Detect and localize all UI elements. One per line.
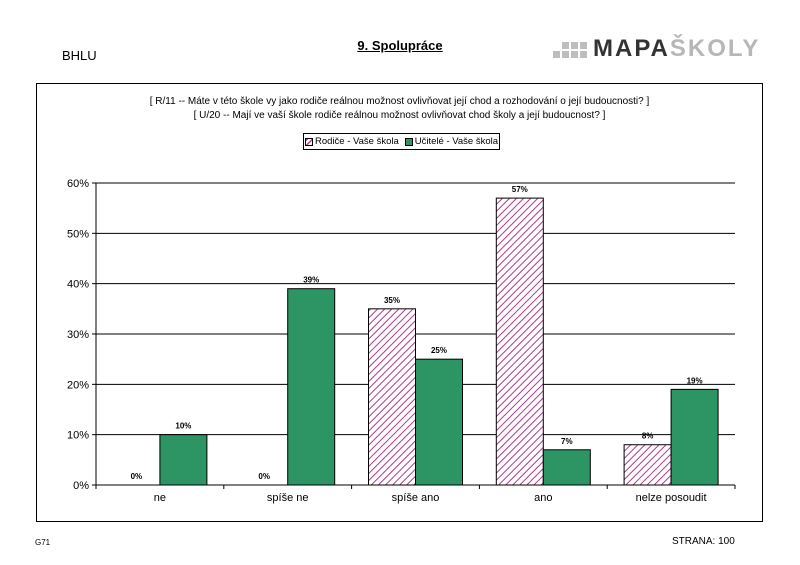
chart-frame	[36, 83, 763, 522]
bar-parents	[623, 444, 672, 486]
data-label: 35%	[384, 296, 400, 305]
section-title: 9. Spolupráce	[357, 38, 443, 53]
logo-mapa: MAPA	[593, 35, 670, 62]
x-tick-label: nelze posoudit	[636, 492, 707, 504]
x-tick-label: spíše ano	[392, 492, 440, 504]
y-tick-label: 0%	[73, 480, 89, 492]
legend-entry-parents: Rodiče - Vaše škola	[304, 136, 399, 147]
data-label: 10%	[175, 422, 191, 431]
bar-parents	[368, 308, 416, 486]
y-tick-label: 50%	[67, 228, 89, 240]
x-tick-label: ano	[534, 492, 552, 504]
legend-label-parents: Rodiče - Vaše škola	[314, 136, 399, 147]
y-tick-label: 60%	[67, 178, 89, 190]
logo-skoly: ŠKOLY	[669, 35, 761, 62]
legend-label-teachers: Učitelé - Vaše škola	[414, 136, 499, 147]
mapa-skoly-logo: MAPAŠKOLY	[553, 35, 758, 65]
legend-swatch-parents	[304, 137, 313, 146]
footer-code: G71	[35, 538, 51, 547]
bar-teachers	[670, 388, 719, 486]
question-parents: [ R/11 -- Máte v této škole vy jako rodi…	[149, 96, 650, 107]
question-teachers: [ U/20 -- Mají ve vaší škole rodiče reál…	[193, 110, 606, 121]
logo-wordmark: MAPAŠKOLY	[593, 35, 760, 63]
y-tick-label: 40%	[67, 279, 89, 291]
data-label: 0%	[258, 472, 270, 481]
legend-swatch-teachers	[404, 137, 413, 146]
data-label: 0%	[131, 472, 143, 481]
data-label: 8%	[642, 432, 654, 441]
page-number: STRANA: 100	[672, 536, 735, 547]
x-tick-label: spíše ne	[267, 492, 309, 504]
bar-parents	[495, 197, 544, 486]
legend-entry-teachers: Učitelé - Vaše škola	[404, 136, 499, 147]
data-label: 57%	[512, 185, 528, 194]
data-label: 19%	[687, 376, 703, 385]
chart-legend: Rodiče - Vaše škola Učitelé - Vaše škola	[303, 133, 500, 150]
y-tick-label: 20%	[67, 379, 89, 391]
x-tick-label: ne	[154, 492, 166, 504]
bar-teachers	[542, 449, 591, 486]
y-tick-label: 10%	[67, 430, 89, 442]
data-label: 39%	[303, 276, 319, 285]
y-tick-label: 30%	[67, 329, 89, 341]
bar-teachers	[415, 358, 463, 486]
data-label: 7%	[561, 437, 573, 446]
bar-teachers	[159, 434, 208, 486]
bar-teachers	[287, 288, 336, 486]
school-code: BHLU	[62, 48, 97, 63]
data-label: 25%	[431, 346, 447, 355]
